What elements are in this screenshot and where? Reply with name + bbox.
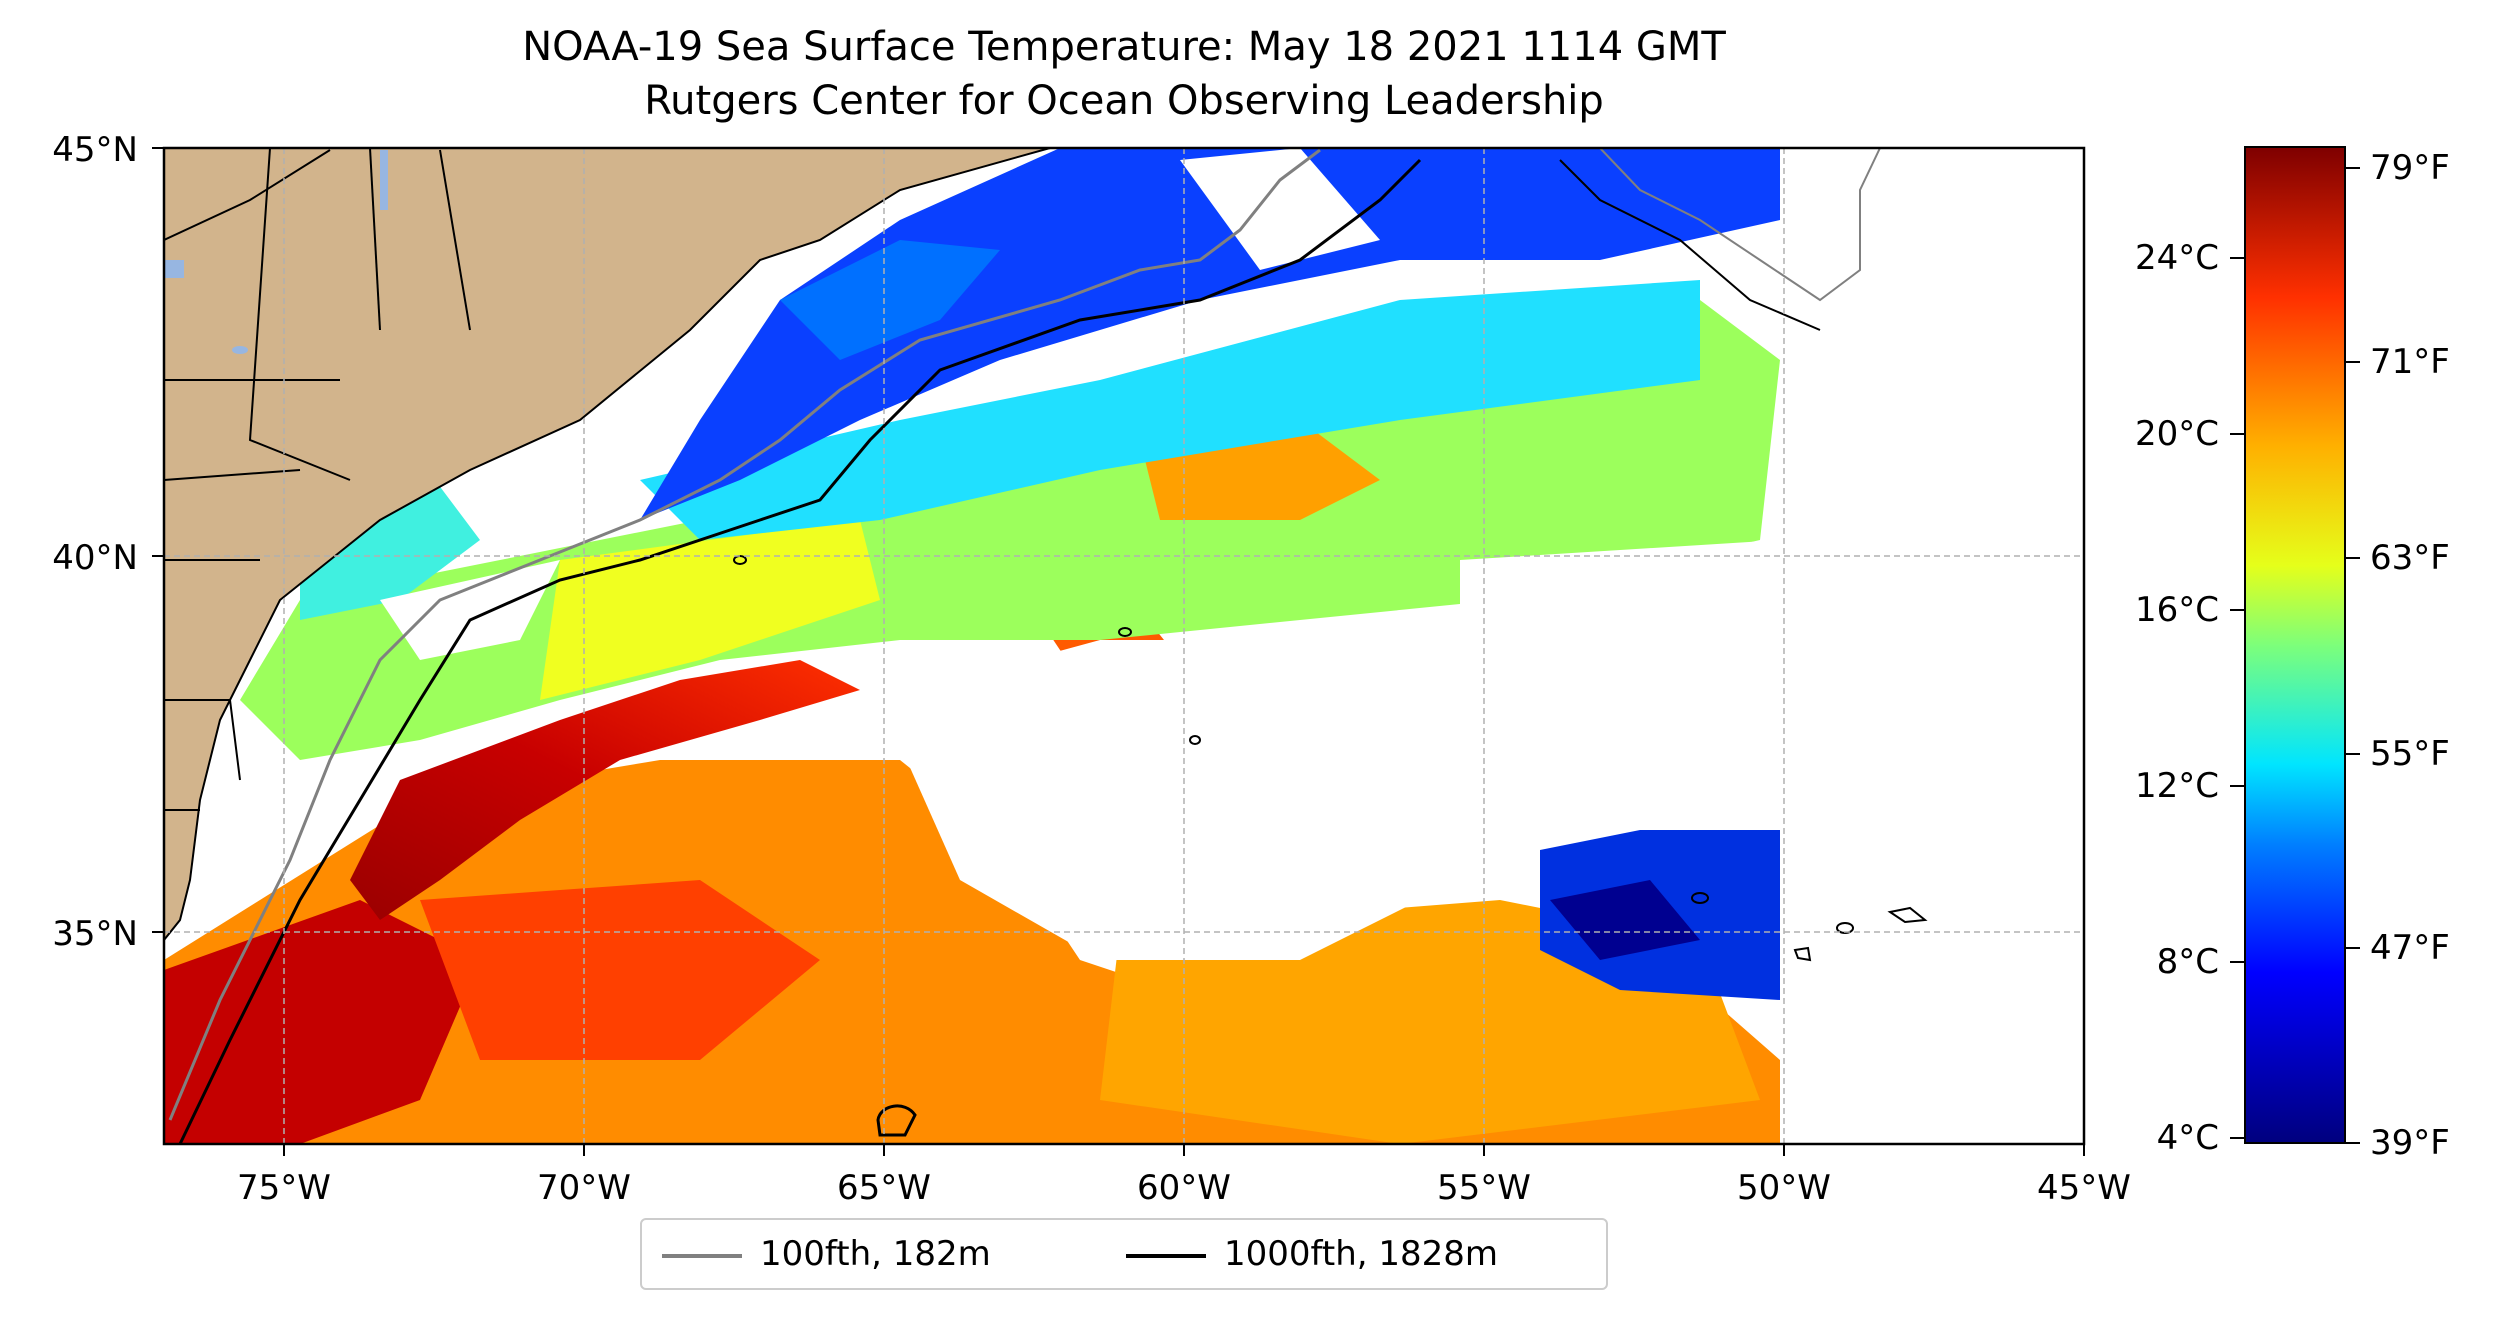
gridlines (164, 148, 2084, 1144)
contour-legend: 100fth, 182m 1000fth, 1828m (640, 1218, 1608, 1290)
nova-scotia-outline (1599, 148, 1881, 302)
lon-label-50w: 50°W (1737, 1168, 1831, 1208)
sst-cyan-band (640, 280, 1700, 540)
sst-cold-patch-core (1550, 880, 1700, 960)
colorbar-label-4c: 4°C (2156, 1118, 2219, 1158)
colorbar-tick-c (2230, 961, 2244, 963)
colorbar-tick-c (2230, 609, 2244, 611)
sst-hot-corner (164, 900, 480, 1144)
sst-gulf-stream (350, 660, 860, 920)
colorbar-label-20c: 20°C (2134, 414, 2219, 454)
no-data-east (1785, 148, 2084, 1144)
colorbar-label-39f: 39°F (2370, 1123, 2450, 1163)
colorbar-tick-c (2230, 257, 2244, 259)
contour-100fth (168, 148, 1321, 1121)
colorbar-label-71f: 71°F (2370, 342, 2450, 382)
axis-ticks (152, 147, 2085, 1156)
cloud-gap-central (880, 640, 1500, 960)
lakes (164, 150, 388, 354)
colorbar-label-8c: 8°C (2156, 942, 2219, 982)
sst-bright-blue (780, 240, 1000, 360)
map-subtitle: Rutgers Center for Ocean Observing Leade… (644, 78, 1604, 124)
sst-cold-shelf (640, 148, 1780, 520)
temperature-colorbar (2244, 146, 2346, 1144)
colorbar-label-47f: 47°F (2370, 928, 2450, 968)
colorbar-label-24c: 24°C (2134, 238, 2219, 278)
colorbar-tick-c (2230, 785, 2244, 787)
legend-label-1000fth: 1000fth, 1828m (1224, 1234, 1499, 1274)
legend-swatch-1000fth (1126, 1254, 1206, 1258)
contour-1000fth (178, 158, 1422, 1144)
legend-label-100fth: 100fth, 182m (760, 1234, 991, 1274)
map-frame (162, 146, 2086, 1146)
colorbar-label-16c: 16°C (2134, 590, 2219, 630)
land-coast (164, 148, 1051, 942)
nova-scotia-coast (1559, 159, 1821, 331)
sst-regions (164, 148, 2084, 1144)
sst-red-south (420, 880, 820, 1060)
lon-label-65w: 65°W (837, 1168, 931, 1208)
colorbar-label-63f: 63°F (2370, 538, 2450, 578)
map-title: NOAA-19 Sea Surface Temperature: May 18 … (522, 24, 1726, 70)
cloud-gap-coast (380, 560, 560, 660)
cloud-gap-east (1460, 540, 1780, 830)
colorbar-tick-c (2230, 1137, 2244, 1139)
cloud-gap-north (1180, 148, 1380, 270)
state-borders (164, 148, 471, 811)
colorbar-tick-c (2230, 433, 2244, 435)
lat-label-35n: 35°N (52, 914, 138, 954)
colorbar-label-55f: 55°F (2370, 734, 2450, 774)
lon-label-45w: 45°W (2037, 1168, 2131, 1208)
colorbar-tick-f (2346, 557, 2360, 559)
lon-label-70w: 70°W (537, 1168, 631, 1208)
colorbar-tick-f (2346, 1142, 2360, 1144)
colorbar-tick-f (2346, 361, 2360, 363)
legend-swatch-100fth (662, 1254, 742, 1258)
lon-label-75w: 75°W (237, 1168, 331, 1208)
colorbar-label-12c: 12°C (2134, 766, 2219, 806)
colorbar-tick-f (2346, 753, 2360, 755)
lat-label-45n: 45°N (52, 130, 138, 170)
lon-label-60w: 60°W (1137, 1168, 1231, 1208)
colorbar-tick-f (2346, 167, 2360, 169)
colorbar-tick-f (2346, 947, 2360, 949)
contour-seamount (876, 1104, 917, 1137)
lat-label-40n: 40°N (52, 538, 138, 578)
lon-label-55w: 55°W (1437, 1168, 1531, 1208)
colorbar-label-79f: 79°F (2370, 148, 2450, 188)
